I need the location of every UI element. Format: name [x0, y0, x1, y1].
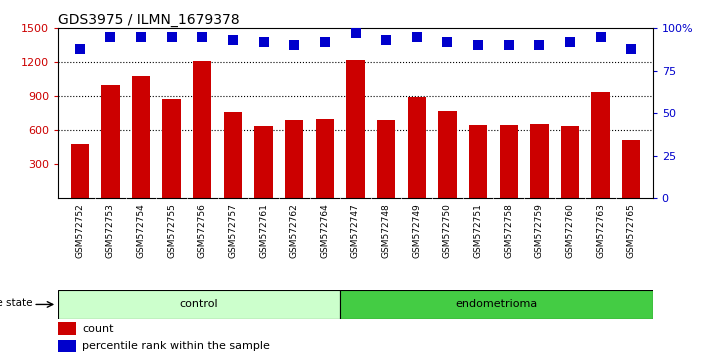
Text: GSM572750: GSM572750: [443, 203, 452, 258]
Text: count: count: [82, 324, 114, 333]
Text: GDS3975 / ILMN_1679378: GDS3975 / ILMN_1679378: [58, 13, 240, 27]
Text: GSM572749: GSM572749: [412, 203, 422, 258]
Text: GSM572751: GSM572751: [474, 203, 483, 258]
Text: GSM572753: GSM572753: [106, 203, 115, 258]
Bar: [530, 124, 548, 198]
Bar: [346, 60, 365, 198]
Point: [472, 42, 483, 48]
Text: percentile rank within the sample: percentile rank within the sample: [82, 341, 270, 351]
Text: GSM572759: GSM572759: [535, 203, 544, 258]
Bar: [469, 125, 487, 198]
Point: [258, 39, 269, 45]
Bar: [622, 141, 641, 198]
Text: GSM572761: GSM572761: [259, 203, 268, 258]
Point: [503, 42, 514, 48]
Point: [380, 38, 392, 43]
Bar: [163, 98, 181, 198]
Point: [74, 46, 85, 52]
Bar: [561, 126, 579, 198]
Text: GSM572755: GSM572755: [167, 203, 176, 258]
Text: GSM572762: GSM572762: [289, 203, 299, 258]
Bar: [70, 144, 89, 198]
Text: GSM572758: GSM572758: [504, 203, 513, 258]
Bar: [377, 120, 395, 198]
Text: GSM572763: GSM572763: [596, 203, 605, 258]
Text: GSM572748: GSM572748: [382, 203, 390, 258]
Text: endometrioma: endometrioma: [455, 299, 538, 309]
Point: [534, 42, 545, 48]
Point: [197, 34, 208, 40]
Point: [565, 39, 576, 45]
Point: [289, 42, 300, 48]
Bar: [316, 119, 334, 198]
Bar: [438, 111, 456, 198]
Bar: [407, 97, 426, 198]
Bar: [58, 290, 340, 319]
Text: control: control: [180, 299, 218, 309]
Point: [595, 34, 606, 40]
Bar: [58, 322, 76, 335]
Text: GSM572754: GSM572754: [137, 203, 146, 258]
Text: GSM572765: GSM572765: [627, 203, 636, 258]
Point: [228, 38, 239, 43]
Bar: [500, 125, 518, 198]
Text: GSM572752: GSM572752: [75, 203, 84, 258]
Point: [319, 39, 331, 45]
Point: [105, 34, 116, 40]
Point: [350, 30, 361, 36]
Point: [166, 34, 177, 40]
Text: disease state: disease state: [0, 298, 32, 308]
Point: [626, 46, 637, 52]
Point: [442, 39, 453, 45]
Text: GSM572757: GSM572757: [228, 203, 237, 258]
Text: GSM572747: GSM572747: [351, 203, 360, 258]
Point: [411, 34, 422, 40]
Bar: [101, 85, 119, 198]
Bar: [58, 340, 76, 352]
Bar: [340, 290, 653, 319]
Bar: [255, 126, 273, 198]
Text: GSM572756: GSM572756: [198, 203, 207, 258]
Point: [135, 34, 146, 40]
Bar: [592, 92, 610, 198]
Bar: [193, 61, 211, 198]
Bar: [132, 76, 150, 198]
Text: GSM572764: GSM572764: [321, 203, 329, 258]
Text: GSM572760: GSM572760: [565, 203, 574, 258]
Bar: [224, 112, 242, 198]
Bar: [285, 120, 304, 198]
